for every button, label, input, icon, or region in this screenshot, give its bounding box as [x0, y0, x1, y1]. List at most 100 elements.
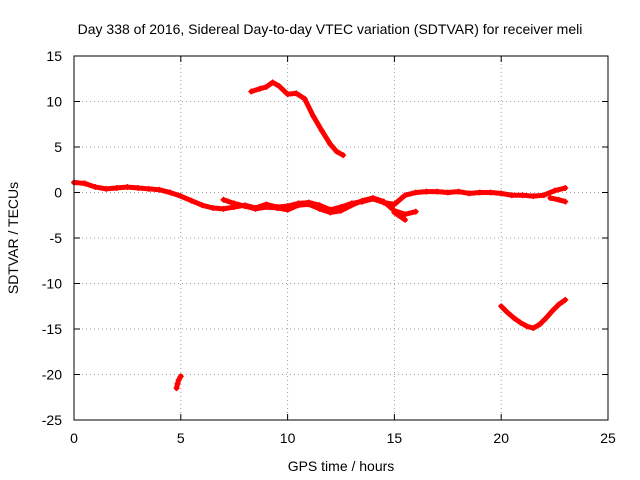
series-lower-branch	[220, 194, 419, 218]
data-point-marker	[549, 307, 556, 314]
data-point-marker	[511, 315, 518, 322]
x-tick-label: 5	[177, 430, 185, 446]
x-tick-label: 20	[493, 430, 509, 446]
data-series	[71, 79, 569, 392]
y-tick-label: -10	[42, 276, 62, 292]
data-point-marker	[391, 201, 398, 208]
data-point-marker	[248, 88, 255, 95]
data-point-marker	[310, 113, 317, 120]
data-point-marker	[523, 323, 530, 330]
data-point-marker	[231, 200, 238, 207]
data-point-marker	[348, 202, 355, 209]
series-low-segment	[173, 373, 184, 392]
data-point-marker	[555, 301, 562, 308]
series-high-arc	[248, 79, 347, 159]
series-trace	[248, 79, 346, 158]
data-point-marker	[412, 208, 419, 215]
data-point-marker	[284, 91, 291, 98]
data-point-marker	[318, 127, 325, 134]
grid-lines	[74, 56, 608, 420]
data-point-marker	[174, 380, 181, 387]
data-point-marker	[199, 202, 206, 209]
y-tick-label: 5	[54, 139, 62, 155]
data-point-marker	[263, 204, 270, 211]
data-point-marker	[301, 95, 308, 102]
data-point-marker	[173, 385, 180, 392]
x-axis-label: GPS time / hours	[288, 458, 395, 474]
data-point-marker	[536, 321, 543, 328]
data-point-marker	[547, 194, 554, 201]
y-tick-label: 10	[46, 94, 62, 110]
data-point-marker	[220, 205, 227, 212]
data-point-marker	[284, 206, 291, 213]
series-main-trace	[71, 179, 569, 213]
data-point-marker	[269, 79, 276, 86]
data-point-marker	[498, 303, 505, 310]
data-point-marker	[175, 376, 182, 383]
data-point-marker	[305, 201, 312, 208]
data-point-marker	[530, 193, 537, 200]
x-tick-label: 15	[387, 430, 403, 446]
data-point-marker	[333, 148, 340, 155]
data-point-marker	[220, 196, 227, 203]
data-point-marker	[562, 296, 569, 303]
x-tick-label: 10	[280, 430, 296, 446]
data-point-marker	[156, 186, 163, 193]
data-point-marker	[434, 188, 441, 195]
data-point-marker	[455, 188, 462, 195]
y-axis-ticks: 15 10 5 0 -5 -10 -15 -20 -25	[42, 48, 608, 428]
data-point-marker	[295, 202, 302, 209]
data-point-marker	[252, 205, 259, 212]
y-tick-label: -20	[42, 367, 62, 383]
data-point-marker	[113, 184, 120, 191]
data-point-marker	[487, 189, 494, 196]
data-point-marker	[466, 190, 473, 197]
data-point-marker	[167, 189, 174, 196]
data-point-marker	[555, 196, 562, 203]
series-tail-down	[547, 194, 569, 205]
y-tick-label: -5	[50, 230, 63, 246]
data-point-marker	[359, 197, 366, 204]
data-point-marker	[273, 204, 280, 211]
y-tick-label: -15	[42, 321, 62, 337]
data-point-marker	[338, 207, 344, 214]
data-point-marker	[241, 203, 248, 210]
x-tick-label: 0	[70, 430, 78, 446]
data-point-marker	[476, 189, 483, 196]
series-lower-branch-2	[391, 209, 409, 223]
data-point-marker	[92, 184, 99, 191]
data-point-marker	[402, 211, 409, 218]
data-point-marker	[530, 325, 537, 332]
data-point-marker	[370, 194, 377, 201]
data-point-marker	[316, 205, 323, 212]
data-point-marker	[263, 83, 270, 90]
data-point-marker	[209, 204, 216, 211]
data-point-marker	[402, 192, 409, 199]
data-point-marker	[517, 319, 524, 326]
chart-title: Day 338 of 2016, Sidereal Day-to-day VTE…	[78, 21, 583, 37]
data-point-marker	[135, 184, 142, 191]
data-point-marker	[540, 192, 547, 199]
data-point-marker	[177, 193, 184, 200]
data-point-marker	[327, 209, 334, 216]
data-point-marker	[177, 373, 184, 380]
data-point-marker	[423, 188, 430, 195]
data-point-marker	[562, 184, 569, 191]
data-point-marker	[508, 192, 515, 199]
data-point-marker	[81, 180, 88, 187]
data-point-marker	[551, 187, 558, 194]
data-point-marker	[276, 83, 283, 90]
data-point-marker	[391, 209, 398, 216]
data-point-marker	[498, 190, 505, 197]
data-point-marker	[145, 185, 152, 192]
data-point-marker	[543, 315, 550, 322]
x-axis-ticks: 0 5 10 15 20 25	[70, 56, 616, 446]
series-trace	[391, 210, 408, 223]
data-point-marker	[327, 141, 334, 148]
data-point-marker	[504, 309, 511, 316]
data-point-marker	[380, 198, 387, 205]
data-point-marker	[124, 184, 131, 191]
data-point-marker	[519, 192, 526, 199]
data-point-marker	[340, 152, 347, 159]
data-point-marker	[103, 185, 110, 192]
